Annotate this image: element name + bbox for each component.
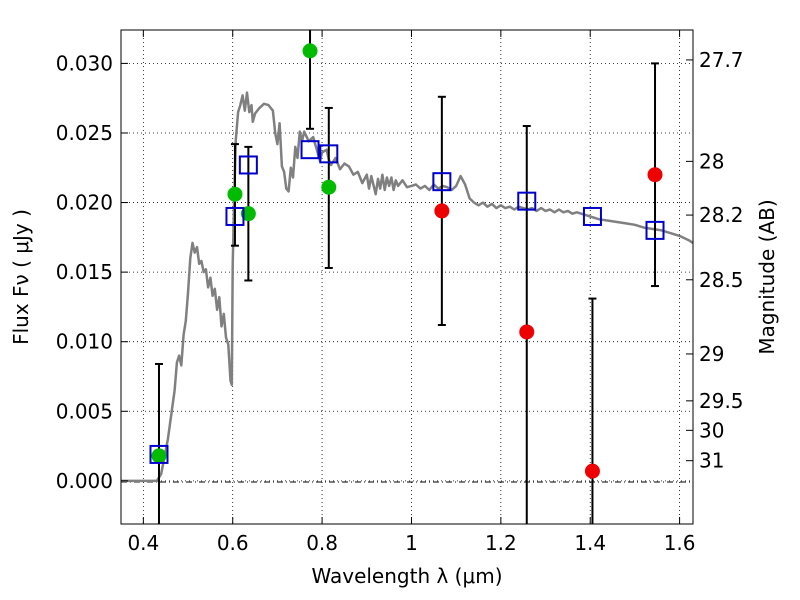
gridlines — [121, 30, 693, 524]
observed-point-red — [434, 203, 450, 219]
x-tick-label: 1.2 — [485, 531, 517, 555]
x-tick-label: 1 — [405, 531, 418, 555]
observed-point-green — [227, 186, 243, 202]
model-spectrum-path — [121, 91, 694, 483]
observed-point-green — [321, 179, 337, 195]
x-axis-ticks: 0.4 0.6 0.8 1 1.2 1.4 1.6 — [127, 30, 696, 555]
y-tick-label: 0.000 — [56, 469, 113, 493]
y2-tick-label: 31 — [699, 449, 724, 473]
y-axis-ticks: 0.000 0.005 0.010 0.015 0.020 0.025 0.030 — [56, 51, 128, 493]
x-tick-label: 0.6 — [217, 531, 249, 555]
observed-point-green — [302, 43, 318, 59]
error-bars — [154, 30, 660, 524]
y2-tick-label: 30 — [699, 418, 724, 442]
model-photometry-square — [225, 206, 245, 226]
y2-tick-label: 28 — [699, 149, 724, 173]
y-tick-label: 0.010 — [56, 330, 113, 354]
observed-point-green — [240, 206, 256, 222]
observed-point-red — [519, 324, 535, 340]
model-photometry-square — [432, 172, 452, 192]
observed-points — [151, 43, 663, 479]
x-axis-title: Wavelength λ (μm) — [311, 564, 502, 588]
y2-axis-title: Magnitude (AB) — [755, 199, 779, 354]
y2-tick-label: 28.2 — [699, 203, 744, 227]
model-photometry-square — [582, 206, 602, 226]
x-tick-label: 0.8 — [306, 531, 338, 555]
y2-tick-label: 28.5 — [699, 268, 744, 292]
y-tick-label: 0.005 — [56, 399, 113, 423]
x-tick-label: 1.6 — [664, 531, 696, 555]
model-photometry-squares — [149, 140, 665, 464]
plot-frame — [120, 29, 694, 525]
model-photometry-square — [645, 220, 665, 240]
x-tick-label: 1.4 — [574, 531, 606, 555]
observed-point-green — [151, 448, 167, 464]
y-tick-label: 0.020 — [56, 191, 113, 215]
observed-point-red — [647, 167, 663, 183]
model-photometry-square — [238, 155, 258, 175]
y-tick-label: 0.025 — [56, 121, 113, 145]
y-tick-label: 0.015 — [56, 260, 113, 284]
model-photometry-square — [517, 191, 537, 211]
y-tick-label: 0.030 — [56, 51, 113, 75]
y2-tick-label: 29.5 — [699, 389, 744, 413]
observed-point-red — [584, 463, 600, 479]
model-spectrum-line — [121, 91, 694, 483]
x-tick-label: 0.4 — [127, 531, 159, 555]
y2-axis-ticks: 27.7 28 28.2 28.5 29 29.5 30 31 — [686, 48, 744, 473]
model-photometry-square — [149, 444, 169, 464]
model-photometry-square — [300, 140, 320, 160]
model-photometry-square — [319, 144, 339, 164]
y-axis-title: Flux Fν ( μJy ) — [9, 209, 33, 345]
y2-tick-label: 29 — [699, 342, 724, 366]
y2-tick-label: 27.7 — [699, 48, 744, 72]
